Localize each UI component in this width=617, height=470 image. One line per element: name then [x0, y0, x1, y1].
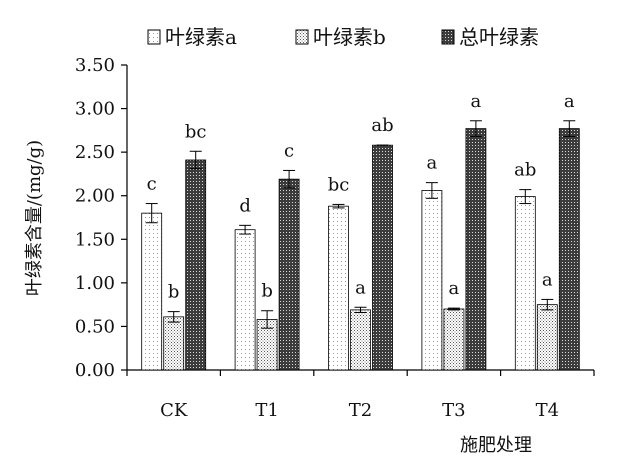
legend-label: 叶绿素a: [165, 25, 237, 49]
bar: [536, 304, 558, 371]
legend-swatch: [295, 29, 309, 45]
legend-swatch: [147, 29, 161, 45]
y-tick-label: 1.00: [75, 273, 115, 294]
significance-letter: c: [147, 174, 157, 195]
bar: [163, 316, 185, 371]
x-tick-label: CK: [160, 400, 188, 421]
legend-label: 叶绿素b: [313, 25, 386, 49]
bar: [234, 229, 256, 371]
significance-letter: b: [261, 281, 273, 302]
bar: [350, 309, 371, 371]
y-axis-title: 叶绿素含量/(mg/g): [24, 140, 45, 296]
bar: [558, 128, 580, 371]
significance-letter: a: [542, 269, 553, 290]
legend-swatch: [441, 29, 455, 45]
significance-letter: b: [168, 282, 180, 303]
bars-group: [141, 128, 580, 371]
bar: [278, 178, 300, 371]
bar: [443, 308, 465, 371]
significance-letter: a: [355, 277, 366, 298]
significance-letter: a: [449, 278, 460, 299]
significance-letter: a: [471, 91, 482, 112]
bar: [372, 144, 393, 371]
bar: [185, 159, 207, 371]
significance-letter: ab: [371, 115, 393, 136]
significance-letter: a: [427, 153, 438, 174]
significance-letter: a: [564, 91, 575, 112]
significance-letter: ab: [514, 160, 536, 181]
x-axis-title: 施肥处理: [460, 435, 532, 456]
bar: [514, 196, 536, 371]
y-tick-label: 2.50: [75, 142, 115, 163]
bar: [465, 128, 487, 371]
error-bars-group: [145, 120, 576, 329]
bar: [141, 212, 163, 371]
y-tick-label: 0.50: [75, 316, 115, 337]
x-tick-label: T2: [349, 400, 372, 421]
y-tick-label: 3.00: [75, 99, 115, 120]
y-tick-label: 2.00: [75, 186, 115, 207]
x-tick-label: T3: [442, 400, 465, 421]
x-axis: CK T1 T2 T3 T4: [126, 369, 595, 421]
bar: [421, 190, 443, 371]
legend-label: 总叶绿素: [459, 25, 539, 49]
bar: [328, 205, 349, 371]
chart-legend: 叶绿素a 叶绿素b 总叶绿素: [147, 25, 539, 49]
y-tick-label: 0.00: [75, 360, 115, 381]
x-tick-label: T4: [536, 400, 559, 421]
y-tick-label: 3.50: [75, 55, 115, 76]
y-tick-label: 1.50: [75, 229, 115, 250]
x-tick-label: T1: [255, 400, 278, 421]
significance-letter: bc: [185, 121, 207, 142]
significance-letter: c: [284, 140, 294, 161]
significance-letter: bc: [328, 174, 350, 195]
significance-letter: d: [239, 195, 251, 216]
y-axis: 0.00 0.50 1.00 1.50 2.00 2.50 3.00 3.50: [75, 55, 128, 381]
